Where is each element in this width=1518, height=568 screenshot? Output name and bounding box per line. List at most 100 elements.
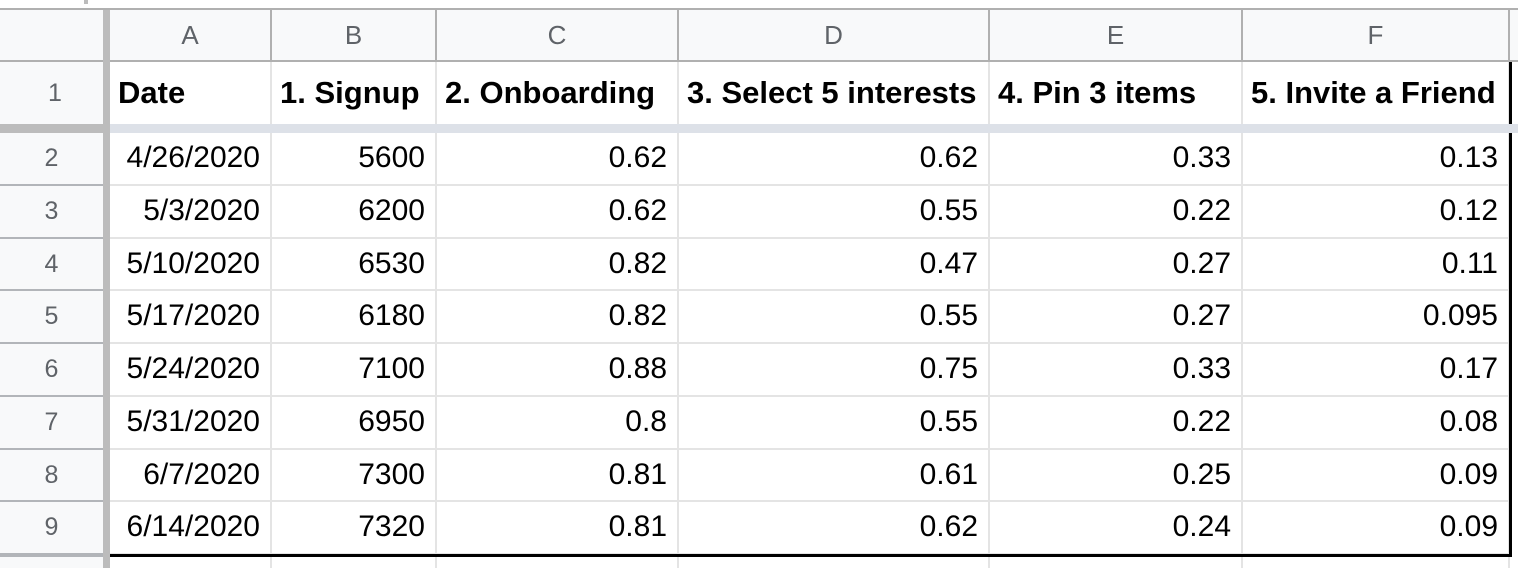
cell[interactable]: 0.33 xyxy=(990,133,1243,186)
cell[interactable]: 0.22 xyxy=(990,396,1243,450)
header-cell[interactable]: 4. Pin 3 items xyxy=(990,62,1243,124)
column-header-a[interactable]: A xyxy=(110,10,272,60)
table-row: 5 5/17/2020 6180 0.82 0.55 0.27 0.095 xyxy=(0,291,1518,344)
row-filler xyxy=(1510,344,1518,397)
cell[interactable]: 0.13 xyxy=(1243,133,1510,186)
cell[interactable]: 6950 xyxy=(272,396,437,450)
cell[interactable]: 0.47 xyxy=(679,238,990,292)
table-row: 2 4/26/2020 5600 0.62 0.62 0.33 0.13 xyxy=(0,133,1518,186)
cell[interactable]: 0.55 xyxy=(679,185,990,239)
header-cell[interactable]: 2. Onboarding xyxy=(437,62,679,124)
cell[interactable]: 7100 xyxy=(272,344,437,397)
cell[interactable]: 0.12 xyxy=(1243,185,1510,239)
row-filler xyxy=(1510,238,1518,292)
row-filler xyxy=(1510,396,1518,450)
cell[interactable]: 5/31/2020 xyxy=(110,396,272,450)
header-cell[interactable]: 3. Select 5 interests xyxy=(679,62,990,124)
cell[interactable]: 5/17/2020 xyxy=(110,291,272,344)
cell[interactable]: 0.82 xyxy=(437,238,679,292)
cell[interactable]: 0.55 xyxy=(679,291,990,344)
cell[interactable]: 7320 xyxy=(272,502,437,555)
empty-cell[interactable] xyxy=(272,557,437,568)
empty-cell[interactable] xyxy=(990,557,1243,568)
row-filler xyxy=(1510,133,1518,186)
row-header-8[interactable]: 8 xyxy=(0,449,110,503)
cell[interactable]: 0.62 xyxy=(679,133,990,186)
frozen-row-handle[interactable] xyxy=(0,124,110,133)
cell[interactable]: 0.27 xyxy=(990,291,1243,344)
cell[interactable]: 0.25 xyxy=(990,449,1243,503)
frozen-column-handle[interactable] xyxy=(103,10,110,568)
table-row: 8 6/7/2020 7300 0.81 0.61 0.25 0.09 xyxy=(0,449,1518,503)
table-row: 3 5/3/2020 6200 0.62 0.55 0.22 0.12 xyxy=(0,185,1518,239)
cell[interactable]: 0.24 xyxy=(990,502,1243,555)
cell[interactable]: 4/26/2020 xyxy=(110,133,272,186)
formula-bar-bottom-edge xyxy=(0,0,1518,10)
row-header-10[interactable] xyxy=(0,555,110,568)
cell[interactable]: 0.75 xyxy=(679,344,990,397)
column-header-e[interactable]: E xyxy=(990,10,1243,60)
cell[interactable]: 0.17 xyxy=(1243,344,1510,397)
cell[interactable]: 6530 xyxy=(272,238,437,292)
cell[interactable]: 0.095 xyxy=(1243,291,1510,344)
select-all-corner[interactable] xyxy=(0,10,110,60)
row-header-4[interactable]: 4 xyxy=(0,238,110,292)
row-header-9[interactable]: 9 xyxy=(0,502,110,555)
cell[interactable]: 0.27 xyxy=(990,238,1243,292)
cell[interactable]: 0.22 xyxy=(990,185,1243,239)
cell[interactable]: 5/24/2020 xyxy=(110,344,272,397)
cell[interactable]: 6/14/2020 xyxy=(110,502,272,555)
cell[interactable]: 7300 xyxy=(272,449,437,503)
table-row: 9 6/14/2020 7320 0.81 0.62 0.24 0.09 xyxy=(0,502,1518,555)
cell[interactable]: 5/10/2020 xyxy=(110,238,272,292)
row-header-2[interactable]: 2 xyxy=(0,133,110,186)
cell[interactable]: 6/7/2020 xyxy=(110,449,272,503)
cell[interactable]: 5600 xyxy=(272,133,437,186)
header-cell[interactable]: 5. Invite a Friend xyxy=(1243,62,1510,124)
cell[interactable]: 0.61 xyxy=(679,449,990,503)
empty-cell[interactable] xyxy=(1243,557,1510,568)
name-box-divider xyxy=(84,0,88,4)
column-header-d[interactable]: D xyxy=(679,10,990,60)
cell[interactable]: 0.81 xyxy=(437,502,679,555)
column-header-b[interactable]: B xyxy=(272,10,437,60)
cell[interactable]: 0.82 xyxy=(437,291,679,344)
column-header-c[interactable]: C xyxy=(437,10,679,60)
column-header-filler xyxy=(1510,10,1518,60)
cell[interactable]: 6200 xyxy=(272,185,437,239)
cell[interactable]: 0.81 xyxy=(437,449,679,503)
column-header-f[interactable]: F xyxy=(1243,10,1510,60)
cell[interactable]: 0.08 xyxy=(1243,396,1510,450)
cell[interactable]: 0.09 xyxy=(1243,502,1510,555)
row-header-7[interactable]: 7 xyxy=(0,396,110,450)
cell[interactable]: 0.09 xyxy=(1243,449,1510,503)
frozen-header-row: 1 Date 1. Signup 2. Onboarding 3. Select 5 … xyxy=(0,62,1518,124)
table-row: 7 5/31/2020 6950 0.8 0.55 0.22 0.08 xyxy=(0,396,1518,450)
cell[interactable]: 0.55 xyxy=(679,396,990,450)
cell[interactable]: 0.88 xyxy=(437,344,679,397)
empty-cell[interactable] xyxy=(110,557,272,568)
cell[interactable]: 0.62 xyxy=(437,133,679,186)
empty-cell[interactable] xyxy=(437,557,679,568)
header-cell[interactable]: 1. Signup xyxy=(272,62,437,124)
row-header-3[interactable]: 3 xyxy=(0,185,110,239)
cell[interactable]: 5/3/2020 xyxy=(110,185,272,239)
range-right-border xyxy=(1509,62,1512,554)
cell[interactable]: 0.11 xyxy=(1243,238,1510,292)
cell[interactable]: 0.62 xyxy=(437,185,679,239)
row-header-1[interactable]: 1 xyxy=(0,62,110,124)
row-filler xyxy=(1510,291,1518,344)
row-header-5[interactable]: 5 xyxy=(0,291,110,344)
cell[interactable]: 0.33 xyxy=(990,344,1243,397)
empty-cell[interactable] xyxy=(679,557,990,568)
cell[interactable]: 0.62 xyxy=(679,502,990,555)
row-header-6[interactable]: 6 xyxy=(0,344,110,397)
cell[interactable]: 6180 xyxy=(272,291,437,344)
frozen-row-shadow xyxy=(0,124,1518,133)
header-cell[interactable]: Date xyxy=(110,62,272,124)
header-cells: Date 1. Signup 2. Onboarding 3. Select 5 in… xyxy=(110,62,1510,124)
cell[interactable]: 0.8 xyxy=(437,396,679,450)
